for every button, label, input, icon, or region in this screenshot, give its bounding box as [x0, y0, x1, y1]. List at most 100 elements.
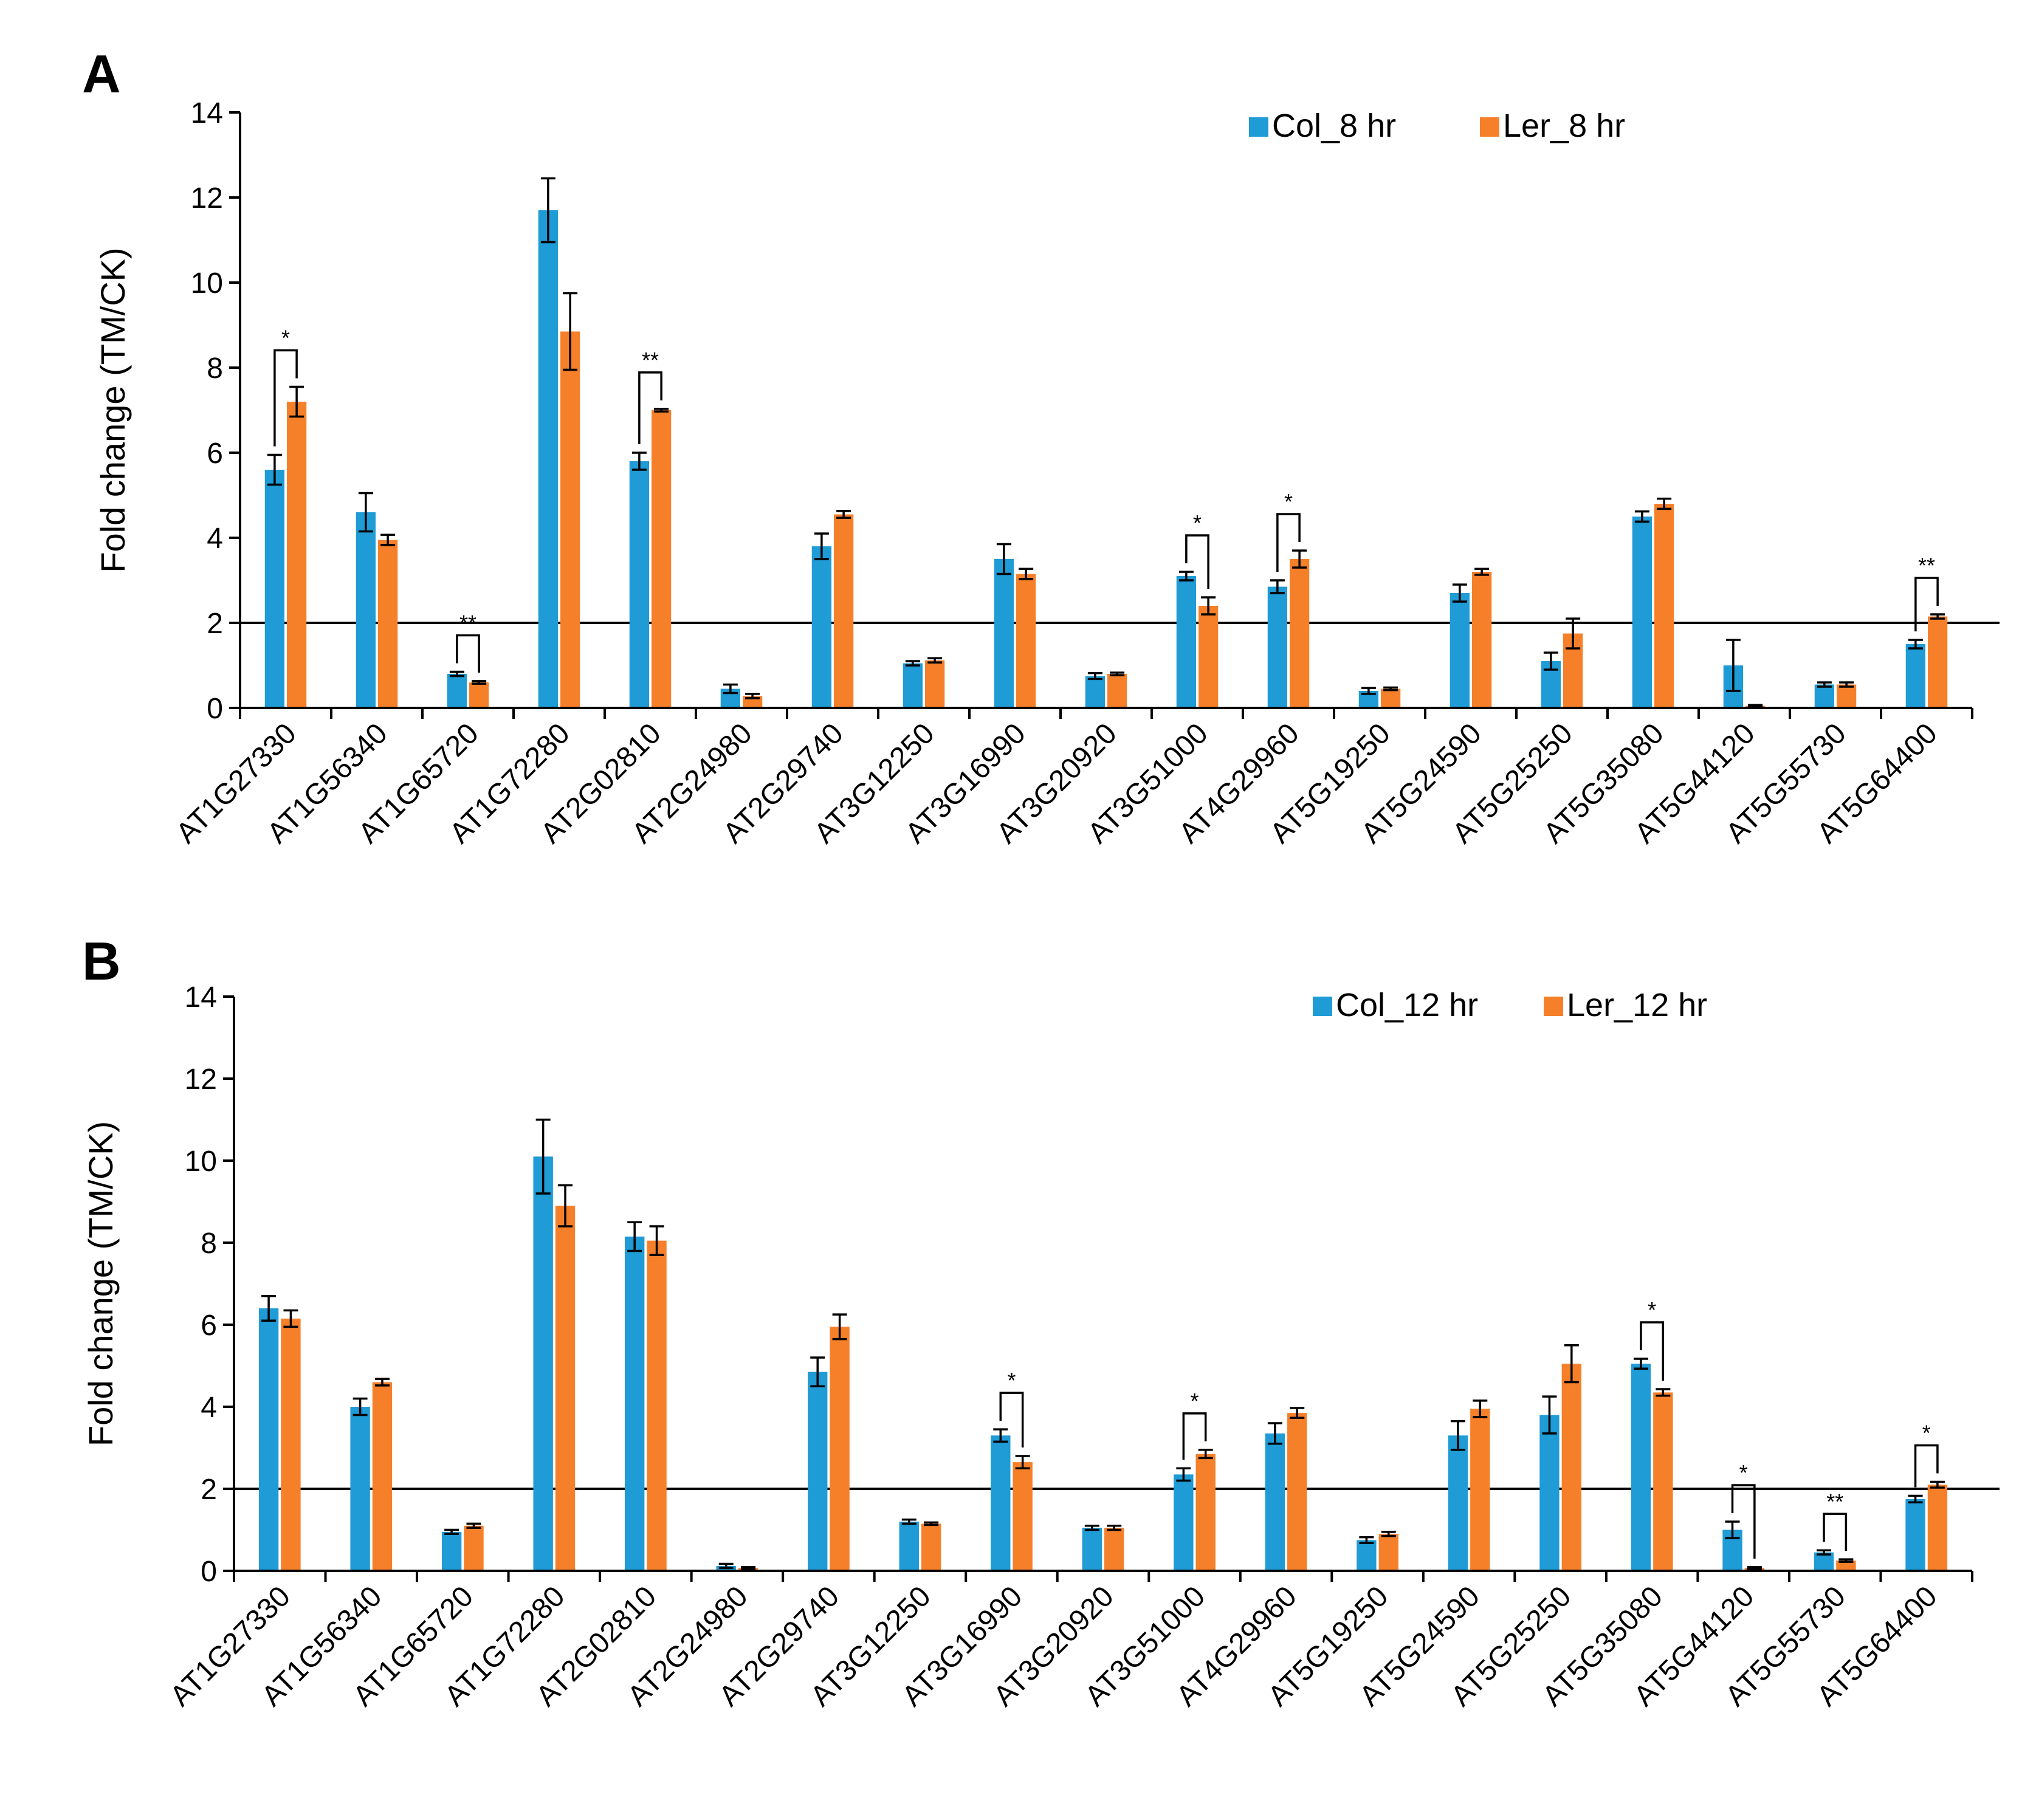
panel-b-errorbar-Ler_12 hr-AT4G29960: [1290, 1407, 1305, 1419]
panel-b-y-tick-label: 12: [185, 1063, 217, 1096]
panel-a-errorbar-Col_8 hr-AT3G51000: [1178, 571, 1194, 582]
panel-a-bar-Ler_8 hr-AT4G29960: [1290, 559, 1310, 708]
panel-a-errorbar-Ler_8 hr-AT1G56340: [380, 534, 396, 546]
panel-b-bar-Ler_12 hr-AT1G56340: [372, 1382, 393, 1571]
panel-a-y-tick-label: 6: [207, 438, 223, 470]
panel-a-errorbar-Ler_8 hr-AT2G02810: [654, 408, 669, 413]
panel-a-errorbar-Col_8 hr-AT5G44120: [1725, 639, 1741, 692]
panel-a-errorbar-Col_8 hr-AT5G19250: [1361, 687, 1376, 695]
panel-b-errorbar-Ler_12 hr-AT5G64400: [1930, 1480, 1945, 1489]
panel-b-errorbar-Col_12 hr-AT3G12250: [901, 1518, 917, 1525]
panel-b-bar-Ler_12 hr-AT5G19250: [1378, 1534, 1398, 1571]
panel-a-errorbar-Ler_8 hr-AT3G51000: [1201, 596, 1216, 616]
panel-b-significance-label: **: [1826, 1489, 1843, 1514]
panel-b-legend-swatch-0: [1313, 997, 1332, 1016]
panel-a-bar-Col_8 hr-AT3G16990: [994, 559, 1014, 708]
panel-b-legend-swatch-1: [1544, 997, 1563, 1016]
panel-a-bar-Ler_8 hr-AT2G02810: [652, 410, 672, 708]
panel-b-legend-label-1: Ler_12 hr: [1567, 987, 1707, 1023]
panel-a-bar-Ler_8 hr-AT3G20920: [1107, 674, 1127, 708]
panel-b-bar-Col_12 hr-AT3G12250: [899, 1522, 919, 1571]
panel-a-legend-swatch-1: [1480, 117, 1499, 137]
panel-b-bar-Ler_12 hr-AT5G55730: [1836, 1561, 1856, 1571]
panel-b-bar-Ler_12 hr-AT5G64400: [1927, 1485, 1948, 1571]
panel-b-significance-bracket-AT5G64400: [1914, 1444, 1939, 1488]
panel-a-errorbar-Col_8 hr-AT2G29740: [814, 532, 829, 560]
panel-a-bar-Col_8 hr-AT3G51000: [1176, 576, 1196, 708]
panel-a-letter: A: [82, 44, 121, 104]
panel-a-bar-Col_8 hr-AT1G72280: [538, 210, 558, 708]
panel-b-bar-Col_12 hr-AT5G25250: [1539, 1415, 1560, 1571]
panel-a-bar-Col_8 hr-AT3G12250: [903, 663, 923, 708]
panel-b-errorbar-Ler_12 hr-AT5G24590: [1473, 1399, 1488, 1418]
panel-b-significance-bracket-AT3G16990: [999, 1392, 1024, 1447]
panel-b-errorbar-Ler_12 hr-AT5G25250: [1564, 1344, 1579, 1384]
panel-b-errorbar-Col_12 hr-AT1G72280: [535, 1118, 551, 1195]
panel-a-bar-Ler_8 hr-AT5G55730: [1837, 684, 1857, 708]
panel-a-errorbar-Ler_8 hr-AT1G72280: [563, 292, 578, 371]
panel-a-errorbar-Ler_8 hr-AT5G24590: [1474, 568, 1490, 576]
panel-b-bar-Ler_12 hr-AT3G20920: [1104, 1528, 1124, 1571]
panel-a-y-tick-label: 14: [191, 97, 223, 129]
panel-b-bar-Ler_12 hr-AT5G25250: [1561, 1364, 1581, 1571]
panel-a-bar-Ler_8 hr-AT1G56340: [378, 540, 398, 708]
panel-b-significance-bracket-AT5G35080: [1640, 1321, 1665, 1381]
panel-a-y-tick-label: 4: [207, 523, 223, 555]
panel-b-bar-Col_12 hr-AT2G29740: [808, 1372, 828, 1571]
panel-a-errorbar-Col_8 hr-AT1G65720: [449, 670, 464, 678]
panel-b-significance-label: *: [1648, 1297, 1656, 1322]
panel-a-y-tick-label: 8: [207, 352, 223, 385]
panel-a-errorbar-Ler_8 hr-AT5G19250: [1383, 686, 1398, 692]
panel-a-bar-Ler_8 hr-AT5G19250: [1381, 689, 1401, 708]
panel-b-errorbar-Ler_12 hr-AT3G51000: [1198, 1449, 1213, 1460]
panel-b-y-tick-label: 4: [201, 1392, 217, 1424]
panel-b-errorbar-Col_12 hr-AT1G65720: [444, 1528, 459, 1535]
panel-b-errorbar-Col_12 hr-AT5G25250: [1542, 1395, 1557, 1435]
panel-a-significance-label: *: [1193, 510, 1202, 535]
panel-b-errorbar-Col_12 hr-AT1G56340: [353, 1397, 368, 1417]
panel-a-significance-label: *: [281, 326, 290, 351]
panel-a-bar-Ler_8 hr-AT1G72280: [560, 331, 580, 708]
panel-b-significance-label: *: [1191, 1389, 1199, 1413]
panel-b-letter: B: [82, 931, 121, 991]
panel-a-bar-Col_8 hr-AT4G29960: [1267, 586, 1287, 708]
panel-a-bar-Ler_8 hr-AT5G24590: [1472, 572, 1492, 708]
panel-b-bar-Col_12 hr-AT3G16990: [991, 1435, 1011, 1571]
panel-a-bar-Col_8 hr-AT2G29740: [811, 546, 831, 708]
panel-b-errorbar-Ler_12 hr-AT1G72280: [558, 1184, 573, 1228]
panel-a-y-tick-label: 2: [207, 608, 223, 640]
panel-b-errorbar-Ler_12 hr-AT5G19250: [1381, 1531, 1396, 1537]
panel-a-bar-Col_8 hr-AT1G27330: [264, 470, 284, 708]
panel-b-bar-Col_12 hr-AT3G20920: [1082, 1528, 1102, 1571]
panel-a-significance-bracket-AT5G64400: [1914, 577, 1939, 631]
panel-a-significance-label: **: [642, 348, 659, 373]
panel-a-errorbar-Ler_8 hr-AT5G64400: [1930, 613, 1945, 620]
panel-b-errorbar-Col_12 hr-AT5G35080: [1633, 1358, 1648, 1370]
panel-b-significance-label: *: [1007, 1368, 1016, 1393]
panel-b-bar-Ler_12 hr-AT1G27330: [281, 1318, 301, 1571]
panel-b-errorbar-Col_12 hr-AT3G51000: [1176, 1467, 1191, 1482]
panel-a-errorbar-Col_8 hr-AT3G20920: [1087, 671, 1102, 681]
panel-a-significance-bracket-AT4G29960: [1276, 513, 1301, 572]
panel-b-bar-Ler_12 hr-AT3G16990: [1013, 1462, 1033, 1571]
panel-b-bar-Ler_12 hr-AT5G35080: [1653, 1392, 1673, 1571]
panel-b-errorbar-Col_12 hr-AT3G20920: [1084, 1525, 1099, 1531]
panel-b-errorbar-Ler_12 hr-AT2G24980: [741, 1566, 756, 1570]
panel-a-errorbar-Ler_8 hr-AT5G55730: [1839, 681, 1854, 688]
panel-a-errorbar-Ler_8 hr-AT3G16990: [1019, 568, 1034, 580]
panel-a-y-axis-label: Fold change (TM/CK): [94, 247, 132, 572]
panel-a-errorbar-Col_8 hr-AT2G02810: [631, 452, 647, 471]
panel-b-errorbar-Ler_12 hr-AT3G20920: [1107, 1525, 1122, 1531]
panel-a-legend-label-0: Col_8 hr: [1272, 108, 1396, 144]
panel-a-errorbar-Ler_8 hr-AT2G24980: [745, 693, 760, 699]
panel-b-bar-Ler_12 hr-AT2G02810: [647, 1240, 667, 1571]
panel-a-bar-Ler_8 hr-AT1G65720: [469, 682, 489, 708]
panel-a-significance-label: **: [1918, 553, 1935, 578]
panel-a-bar-Ler_8 hr-AT3G16990: [1016, 574, 1036, 708]
panel-b-bar-Ler_12 hr-AT3G51000: [1195, 1454, 1216, 1571]
panel-b-y-axis-label: Fold change (TM/CK): [81, 1121, 120, 1446]
panel-b-errorbar-Col_12 hr-AT1G27330: [261, 1295, 277, 1322]
panel-b-bar-Ler_12 hr-AT1G72280: [555, 1206, 576, 1571]
panel-a-y-tick-label: 0: [207, 693, 223, 725]
